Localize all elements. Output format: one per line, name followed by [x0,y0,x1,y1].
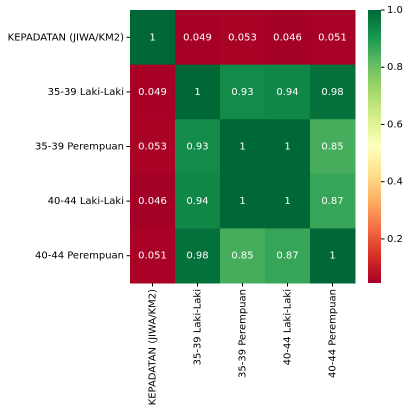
cell-label: 1 [284,142,290,153]
heatmap-cell [310,119,356,175]
heatmap-cell [310,228,356,284]
cell-label: 0.87 [321,196,343,207]
cell-label: 0.93 [231,87,253,98]
heatmap-cell [220,119,266,175]
x-tick-label: 35-39 Laki-Laki [193,289,204,365]
colorbar [368,10,381,283]
heatmap-cell [265,228,311,284]
colorbar-tick-label: 0.4 [387,177,403,188]
cell-label: 0.98 [321,87,343,98]
heatmap-cell [265,119,311,175]
cell-label: 0.87 [276,251,298,262]
heatmap-cell [175,119,221,175]
cell-label: 1 [239,196,245,207]
cell-label: 1 [239,142,245,153]
heatmap-cell [175,173,221,229]
cell-label: 1 [329,251,335,262]
y-tick-label: KEPADATAN (JIWA/KM2) [8,32,124,43]
cell-label: 0.85 [321,142,343,153]
cell-label: 1 [284,196,290,207]
y-tick-label: 35-39 Perempuan [35,142,124,153]
cell-label: 0.049 [138,87,167,98]
heatmap-cell [265,64,311,120]
cell-label: 0.051 [318,32,347,43]
cell-label: 0.053 [228,32,257,43]
cell-label: 0.94 [186,196,208,207]
colorbar-tick-label: 0.2 [387,234,403,245]
heatmap-cell [265,10,311,66]
cell-label: 1 [149,32,155,43]
cell-label: 0.85 [231,251,253,262]
x-tick-label: 40-44 Laki-Laki [283,289,294,365]
colorbar-tick-label: 0.6 [387,119,403,130]
colorbar-tick-label: 0.8 [387,62,403,73]
heatmap-cell [175,228,221,284]
heatmap-cell [220,64,266,120]
cell-label: 1 [194,87,200,98]
cell-label: 0.98 [186,251,208,262]
heatmap-cell [175,10,221,66]
cell-label: 0.94 [276,87,298,98]
heatmap-cell [130,119,176,175]
x-tick-label: 35-39 Perempuan [238,289,249,378]
heatmap-cell [130,228,176,284]
cell-label: 0.046 [138,196,167,207]
heatmap-cell [220,10,266,66]
cell-label: 0.93 [186,142,208,153]
x-tick-label: 40-44 Perempuan [328,289,339,378]
cell-label: 0.051 [138,251,167,262]
y-tick-label: 40-44 Laki-Laki [48,196,124,207]
x-tick-label: KEPADATAN (JIWA/KM2) [148,289,159,405]
heatmap-cell [220,228,266,284]
heatmap-cell [310,64,356,120]
colorbar-tick-label: 1.0 [387,5,403,16]
cell-label: 0.053 [138,142,167,153]
heatmap-cell [175,64,221,120]
heatmap-cell [130,173,176,229]
heatmap-cell [130,10,176,66]
heatmap-cell [265,173,311,229]
heatmap-cell [130,64,176,120]
y-tick-label: 35-39 Laki-Laki [48,87,124,98]
y-tick-label: 40-44 Perempuan [35,251,124,262]
heatmap-cell [310,10,356,66]
cell-label: 0.049 [183,32,212,43]
cell-label: 0.046 [273,32,302,43]
heatmap-cell [310,173,356,229]
heatmap-cell [220,173,266,229]
